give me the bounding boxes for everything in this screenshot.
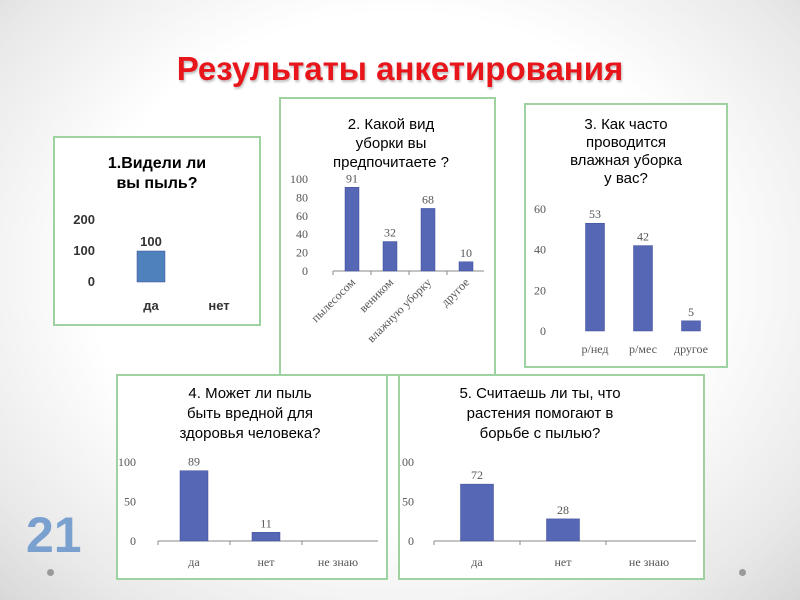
- chart-1-y-tick-label: 100: [73, 243, 95, 258]
- chart-1-y-tick-label: 200: [73, 212, 95, 227]
- chart-4-title-line: здоровья человека?: [179, 425, 320, 442]
- chart-4-y-tick-label: 50: [124, 495, 136, 509]
- chart-4-data-label: 11: [260, 516, 272, 530]
- chart-2-data-label: 91: [346, 171, 358, 185]
- chart-4-category-label: нет: [258, 555, 276, 569]
- chart-2-y-tick-label: 100: [290, 172, 308, 186]
- chart-3-y-tick-label: 40: [534, 243, 546, 257]
- chart-5-y-tick-label: 50: [402, 495, 414, 509]
- chart-3-bar: [633, 245, 653, 332]
- chart-1-y-tick-label: 0: [88, 274, 95, 289]
- chart-5-title-line: 5. Считаешь ли ты, что: [459, 385, 620, 402]
- chart-2-bar: [382, 241, 398, 272]
- chart-3-category-label: р/нед: [581, 342, 608, 356]
- chart-4-bar: [179, 470, 209, 542]
- slide-title: Результаты анкетирования: [176, 50, 624, 87]
- chart-1-data-label: 100: [140, 234, 162, 249]
- chart-2-y-tick-label: 60: [296, 209, 308, 223]
- chart-panel-5: 5. Считаешь ли ты, что растения помогают …: [398, 374, 705, 580]
- chart-2-category-label: другое: [438, 275, 472, 309]
- chart-4-data-label: 89: [188, 455, 200, 469]
- chart-3-data-label: 53: [589, 207, 601, 221]
- chart-1-category-label: нет: [208, 298, 229, 313]
- chart-3-title-line: влажная уборка: [570, 152, 683, 169]
- chart-4-bar: [251, 532, 281, 542]
- chart-5-category-label: да: [471, 555, 483, 569]
- chart-1-category-label: да: [143, 298, 159, 313]
- chart-5-data-label: 28: [557, 503, 569, 517]
- chart-2-bar: [458, 261, 474, 272]
- chart-3-bar: [681, 320, 701, 332]
- chart-4-category-label: да: [188, 555, 200, 569]
- chart-4-y-tick-label: 100: [118, 455, 136, 469]
- chart-1-title-line: 1.Видели ли: [108, 155, 206, 172]
- chart-5-y-tick-label: 0: [408, 534, 414, 548]
- chart-2-title-line: предпочитаете ?: [333, 154, 449, 171]
- chart-5-y-tick-label: 100: [400, 455, 414, 469]
- chart-3-title-line: 3. Как часто: [584, 116, 667, 133]
- chart-3-bar: [585, 222, 605, 332]
- chart-3-category-label: другое: [674, 342, 708, 356]
- chart-2-category-label: пылесосом: [308, 275, 358, 325]
- chart-5-title-line: растения помогают в: [467, 405, 614, 422]
- chart-5-bar: [546, 518, 580, 542]
- chart-2-bar: [420, 208, 436, 272]
- bullet-dot-left: [47, 569, 54, 576]
- chart-2-y-tick-label: 40: [296, 227, 308, 241]
- chart-2-data-label: 68: [422, 192, 434, 206]
- chart-5-bar: [460, 483, 494, 542]
- chart-2-title-line: уборки вы: [356, 135, 427, 152]
- chart-panel-1: 1.Видели ли вы пыль? 0 100 200 100 да нет: [53, 136, 261, 326]
- chart-3-y-tick-label: 20: [534, 283, 546, 297]
- chart-2-y-tick-label: 20: [296, 246, 308, 260]
- chart-2-svg: 2. Какой вид уборки вы предпочитаете ? 0 20 4…: [290, 116, 484, 345]
- chart-1-title-line: вы пыль?: [116, 175, 197, 192]
- chart-3-category-label: р/мес: [629, 342, 657, 356]
- chart-3-data-label: 42: [637, 230, 649, 244]
- chart-5-category-label: не знаю: [629, 555, 669, 569]
- chart-3-data-label: 5: [688, 305, 694, 319]
- chart-3-y-tick-label: 0: [540, 324, 546, 338]
- chart-2-y-tick-label: 0: [302, 264, 308, 278]
- chart-2-title-line: 2. Какой вид: [348, 116, 435, 133]
- chart-panel-3: 3. Как часто проводится влажная уборка у ва…: [524, 103, 728, 368]
- chart-4-category-label: не знаю: [318, 555, 358, 569]
- chart-1-bar: [136, 250, 166, 283]
- chart-3-title-line: проводится: [586, 134, 666, 151]
- chart-2-data-label: 10: [460, 246, 472, 260]
- chart-2-y-tick-label: 80: [296, 190, 308, 204]
- chart-4-y-tick-label: 0: [130, 534, 136, 548]
- chart-5-title-line: борьбе с пылью?: [480, 425, 601, 442]
- chart-4-svg: 4. Может ли пыль быть вредной для здоровья…: [118, 385, 378, 569]
- chart-1-svg: 1.Видели ли вы пыль? 0 100 200 100 да нет: [73, 155, 229, 313]
- chart-3-y-tick-label: 60: [534, 202, 546, 216]
- chart-3-title-line: у вас?: [604, 170, 648, 187]
- chart-panel-4: 4. Может ли пыль быть вредной для здоровья…: [116, 374, 388, 580]
- chart-2-bar: [344, 187, 360, 272]
- chart-panel-2: 2. Какой вид уборки вы предпочитаете ? 0 20 4…: [279, 97, 496, 376]
- chart-5-svg: 5. Считаешь ли ты, что растения помогают …: [400, 385, 696, 569]
- chart-4-title-line: 4. Может ли пыль: [188, 385, 311, 402]
- page-number: 21: [26, 507, 82, 563]
- bullet-dot-right: [739, 569, 746, 576]
- chart-5-data-label: 72: [471, 468, 483, 482]
- chart-2-data-label: 32: [384, 226, 396, 240]
- chart-5-category-label: нет: [555, 555, 573, 569]
- chart-4-title-line: быть вредной для: [187, 405, 313, 422]
